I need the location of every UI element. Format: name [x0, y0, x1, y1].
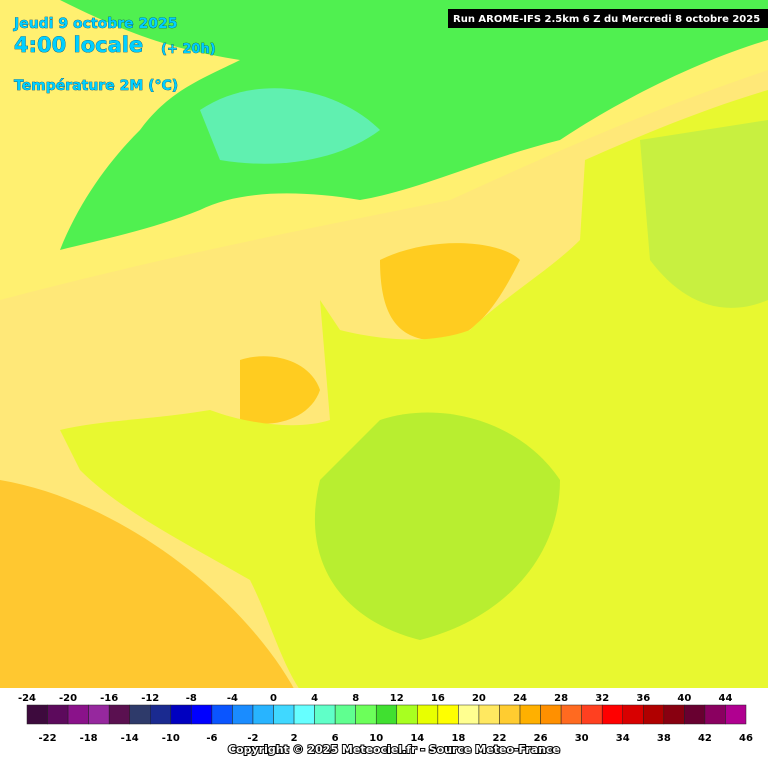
date: Jeudi 9 octobre 2025	[13, 16, 177, 32]
colorbar-label: -24	[18, 693, 36, 704]
color-cell	[540, 704, 562, 725]
colorbar-label: 32	[595, 693, 609, 704]
colorbar-label: 0	[270, 693, 277, 704]
colorbar-label: -8	[186, 693, 197, 704]
colorbar-label: 6	[332, 733, 339, 744]
color-cell	[643, 704, 665, 725]
color-cell	[437, 704, 459, 725]
england-cold	[200, 88, 380, 164]
color-cell	[252, 704, 274, 725]
color-cell	[560, 704, 582, 725]
color-cell	[458, 704, 480, 725]
color-cell	[108, 704, 130, 725]
colorbar-label: 8	[352, 693, 359, 704]
colorbar-label: -10	[162, 733, 180, 744]
colorbar-label: 12	[390, 693, 404, 704]
colorbar-label: 30	[575, 733, 589, 744]
colorbar-label: -20	[59, 693, 77, 704]
colorbar-label: -18	[80, 733, 98, 744]
time: 4:00 locale	[14, 33, 143, 57]
color-cell	[725, 704, 747, 725]
run-info: Run AROME-IFS 2.5km 6 Z du Mercredi 8 oc…	[453, 14, 760, 25]
color-cell	[67, 704, 89, 725]
england	[60, 0, 768, 250]
color-cell	[150, 704, 172, 725]
color-cell	[170, 704, 192, 725]
color-cell	[334, 704, 356, 725]
northeast	[640, 120, 768, 308]
colorbar-label: 18	[451, 733, 465, 744]
inland-cool	[314, 412, 560, 640]
color-cell	[211, 704, 233, 725]
color-cell	[396, 704, 418, 725]
colorbar-label: 26	[534, 733, 548, 744]
gulf	[240, 356, 320, 424]
colorbar-label: 42	[698, 733, 712, 744]
colorbar-label: 28	[554, 693, 568, 704]
color-cell	[314, 704, 336, 725]
colorbar-label: -2	[247, 733, 258, 744]
colorbar-label: -12	[141, 693, 159, 704]
color-cell	[26, 704, 48, 725]
color-cell	[375, 704, 398, 725]
legend-panel	[0, 688, 768, 768]
color-cell	[88, 704, 110, 725]
colorbar-label: 20	[472, 693, 486, 704]
color-cell	[663, 704, 685, 725]
france	[60, 90, 768, 690]
colorbar-label: 46	[739, 733, 753, 744]
copyright: Copyright © 2025 Meteociel.fr - Source M…	[228, 743, 560, 756]
color-cell	[622, 704, 644, 725]
colorbar-label: -4	[227, 693, 238, 704]
colorbar-label: 22	[493, 733, 507, 744]
color-cell	[704, 704, 726, 725]
color-cell	[129, 704, 151, 725]
colorbar-label: 34	[616, 733, 630, 744]
color-cell	[478, 704, 500, 725]
colorbar-label: -14	[121, 733, 139, 744]
color-cell	[47, 704, 69, 725]
variable: Température 2M (°C)	[14, 78, 178, 94]
color-cell	[601, 704, 623, 725]
colorbar-label: 16	[431, 693, 445, 704]
colorbar-label: 4	[311, 693, 318, 704]
color-cell	[273, 704, 295, 725]
color-cell	[417, 704, 439, 725]
colorbar-label: 24	[513, 693, 527, 704]
colorbar-label: 36	[636, 693, 650, 704]
color-cell	[519, 704, 541, 725]
colorbar-label: -6	[206, 733, 217, 744]
color-cell	[684, 704, 706, 725]
color-cell	[499, 704, 521, 725]
seine-bay	[380, 243, 520, 341]
colorbar-label: 2	[291, 733, 298, 744]
colorbar-label: 38	[657, 733, 671, 744]
run-banner	[448, 9, 768, 28]
colorbar-label: -16	[100, 693, 118, 704]
colorbar-label: -22	[39, 733, 57, 744]
offset: (+ 20h)	[161, 42, 216, 57]
colorbar-label: 14	[410, 733, 424, 744]
colorbar-label: 44	[718, 693, 732, 704]
color-cell	[232, 704, 254, 725]
color-cell	[191, 704, 213, 725]
color-cell	[355, 704, 377, 725]
color-cell	[581, 704, 603, 725]
colorbar-label: 40	[677, 693, 691, 704]
colorbar: -24-22-20-18-16-14-12-10-8-6-4-202468101…	[18, 693, 753, 744]
colorbar-label: 10	[369, 733, 383, 744]
color-cell	[293, 704, 315, 725]
